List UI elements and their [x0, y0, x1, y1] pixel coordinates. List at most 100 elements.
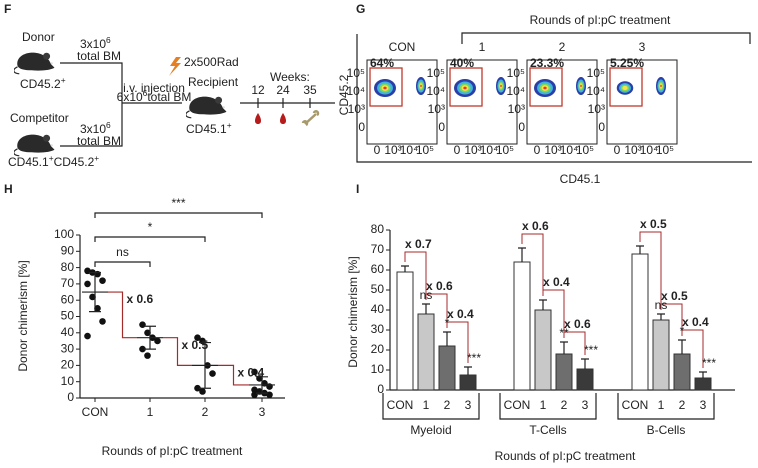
- fold-bracket: [404, 251, 427, 300]
- flow-y-tick: 10⁴: [346, 84, 365, 98]
- bar: [694, 377, 712, 391]
- error-bar: [518, 247, 526, 262]
- fold-change: x 0.7: [405, 237, 432, 251]
- x-tick-label: CON: [622, 398, 649, 412]
- group-bracket: [382, 393, 480, 420]
- plot-title: 1: [479, 40, 486, 54]
- group-bracket: [499, 393, 597, 420]
- bar: [438, 345, 456, 391]
- treatment-header: Rounds of pI:pC treatment: [530, 13, 671, 27]
- flow-y-axis: CD45.2: [337, 74, 351, 115]
- irradiation-icon: [169, 57, 181, 76]
- x-tick-label: 2: [561, 398, 568, 412]
- group-label: B-Cells: [647, 423, 686, 437]
- x-tick-label: 2: [444, 398, 451, 412]
- flow-plot: [526, 59, 598, 145]
- y-tick-label: 60: [61, 292, 75, 306]
- flow-x-tick: 0: [614, 143, 621, 157]
- data-point: [139, 321, 146, 328]
- x-tick-label: CON: [82, 405, 109, 419]
- x-tick-label: 1: [658, 398, 665, 412]
- flow-y-tick: 10⁵: [347, 66, 365, 80]
- fold-change: x 0.5: [640, 217, 667, 231]
- week-label: 35: [303, 83, 317, 97]
- flow-x-tick: 10⁴: [560, 143, 579, 157]
- flow-y-tick: 10³: [348, 102, 365, 116]
- flow-x-tick: 10⁵: [416, 143, 434, 157]
- density-contour: [500, 84, 502, 88]
- density-contour: [463, 86, 467, 90]
- significance-label: ***: [702, 356, 716, 370]
- x-tick-label: 1: [423, 398, 430, 412]
- fold-change: x 0.6: [564, 317, 591, 331]
- error-bar: [443, 331, 451, 346]
- data-point: [209, 370, 216, 377]
- error-bar: [678, 339, 686, 354]
- data-point: [194, 384, 201, 392]
- panel-label: G: [356, 2, 365, 16]
- donor-marker-part: +: [61, 75, 66, 85]
- data-point: [154, 337, 161, 345]
- y-axis-label: Donor chimerism [%]: [16, 260, 30, 371]
- significance-label: ns: [116, 245, 129, 259]
- flow-x-tick: 10⁴: [640, 143, 659, 157]
- competitor-dose: 3x106: [80, 120, 111, 136]
- donor-dose: 3x106: [80, 35, 111, 51]
- flow-plot: [366, 59, 438, 145]
- y-tick-label: 20: [61, 358, 75, 372]
- x-tick-label: CON: [504, 398, 531, 412]
- y-tick-label: 70: [371, 242, 385, 256]
- bar: [576, 368, 594, 391]
- flow-y-tick: 10⁵: [507, 66, 525, 80]
- competitor-marker: CD45.1+CD45.2+: [8, 153, 99, 169]
- flow-y-tick: 10⁴: [426, 84, 445, 98]
- y-tick-label: 50: [61, 309, 75, 323]
- flow-y-tick: 10³: [428, 102, 445, 116]
- recipient-marker-part: +: [227, 120, 232, 130]
- significance-label: **: [559, 326, 569, 340]
- plot-title: 2: [559, 40, 566, 54]
- panel-label: F: [4, 2, 11, 16]
- flow-y-tick: 10³: [588, 102, 605, 116]
- bar: [417, 313, 435, 391]
- error-bar: [401, 265, 409, 272]
- donor-marker: CD45.2+: [20, 75, 66, 91]
- flow-x-tick: 10³: [384, 143, 401, 157]
- week-label: 24: [276, 83, 290, 97]
- recipient-label: Recipient: [188, 75, 239, 89]
- fold-change: x 0.5: [182, 338, 209, 352]
- y-tick-label: 20: [371, 342, 385, 356]
- fold-change: x 0.5: [661, 289, 688, 303]
- x-tick-label: 2: [202, 405, 209, 419]
- recipient-marker-part: CD45.1: [186, 122, 227, 136]
- donor-marker-part: CD45.2: [20, 77, 61, 91]
- injection-dose-part: 6: [143, 88, 148, 98]
- density-contour: [383, 86, 387, 90]
- timeline: [240, 98, 335, 108]
- plot-title: 3: [639, 40, 646, 54]
- data-point: [251, 368, 258, 376]
- fold-connector: [108, 291, 137, 339]
- flow-x-tick: 0: [374, 143, 381, 157]
- weeks-label: Weeks:: [270, 70, 310, 84]
- flow-x-tick: 10³: [544, 143, 561, 157]
- flow-y-tick: 10³: [508, 102, 525, 116]
- error-bar: [144, 325, 156, 350]
- fold-change: x 0.4: [682, 315, 709, 329]
- flow-x-tick: 10⁵: [656, 143, 674, 157]
- data-point: [251, 391, 258, 399]
- data-point: [266, 383, 273, 390]
- data-point: [89, 293, 96, 301]
- transfer-lines: [60, 62, 182, 147]
- x-axis-label: Rounds of pI:pC treatment: [102, 444, 243, 458]
- flow-y-tick: 0: [598, 120, 605, 134]
- x-tick-label: 3: [700, 398, 707, 412]
- error-bar: [199, 341, 211, 389]
- donor-bm: total BM: [77, 49, 121, 63]
- fold-bracket: [639, 231, 662, 310]
- fold-change: x 0.6: [522, 219, 549, 233]
- data-point: [99, 318, 106, 325]
- data-point: [144, 329, 151, 337]
- fold-bracket: [542, 289, 565, 338]
- significance-label: ns: [655, 298, 668, 312]
